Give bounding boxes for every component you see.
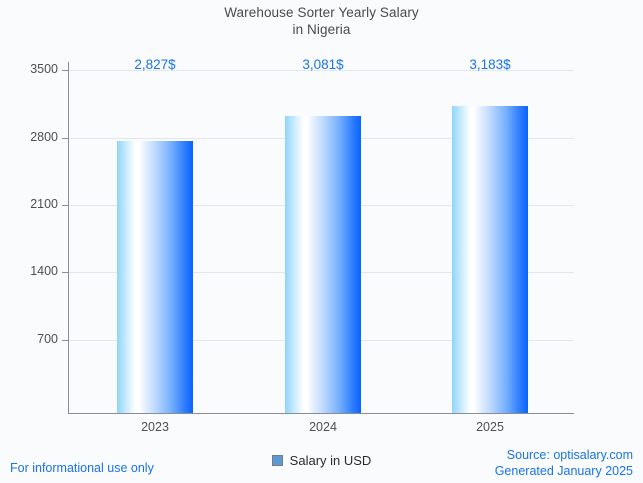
y-axis-tick-label-700: 700	[37, 332, 58, 346]
bar-2024[interactable]	[285, 116, 361, 413]
chart-title-line-2: in Nigeria	[292, 22, 351, 37]
x-axis-label-2025: 2025	[476, 420, 504, 434]
y-axis-tick-mark-2100	[62, 205, 68, 206]
x-axis-label-2023: 2023	[141, 420, 169, 434]
y-axis-tick-mark-3500	[62, 70, 68, 71]
legend-item-salary-in-usd[interactable]: Salary in USD	[271, 453, 372, 468]
bar-2023[interactable]	[117, 141, 193, 413]
legend-swatch-icon	[271, 455, 283, 466]
x-axis-line	[68, 413, 574, 414]
bar-value-2023: 2,827$	[134, 57, 176, 72]
chart-title: Warehouse Sorter Yearly Salary in Nigeri…	[0, 4, 643, 38]
y-axis-tick-label-3500: 3500	[30, 62, 58, 76]
disclaimer-text: For informational use only	[10, 461, 154, 475]
bar-value-2024: 3,081$	[302, 57, 344, 72]
y-axis-tick-label-2100: 2100	[30, 197, 58, 211]
chart-legend: Salary in USD	[0, 453, 643, 469]
chart-title-line-1: Warehouse Sorter Yearly Salary	[224, 5, 419, 20]
x-axis-label-2024: 2024	[309, 420, 337, 434]
source-text: Source: optisalary.com	[506, 448, 633, 462]
y-axis-tick-mark-1400	[62, 272, 68, 273]
y-axis-tick-label-1400: 1400	[30, 264, 58, 278]
y-axis-tick-mark-2800	[62, 138, 68, 139]
source-block: Source: optisalary.com Generated January…	[495, 447, 633, 479]
gridline-3500	[68, 70, 574, 71]
bar-value-2025: 3,183$	[469, 57, 511, 72]
legend-item-label: Salary in USD	[289, 453, 372, 468]
bar-2025[interactable]	[452, 106, 528, 413]
y-axis-tick-mark-700	[62, 340, 68, 341]
generated-text: Generated January 2025	[494, 464, 633, 478]
y-axis-tick-label-2800: 2800	[30, 130, 58, 144]
y-axis-line	[68, 62, 69, 414]
